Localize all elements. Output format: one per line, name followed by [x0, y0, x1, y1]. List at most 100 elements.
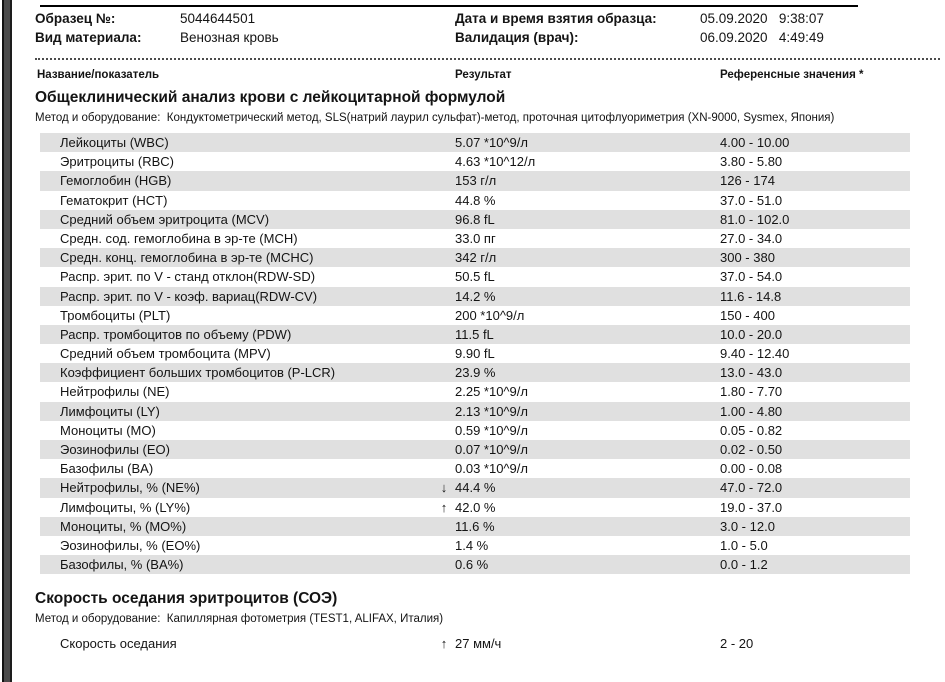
table-row: Тромбоциты (PLT) 200 *10^9/л 150 - 400 [40, 306, 910, 325]
reference-range: 3.0 - 12.0 [720, 518, 775, 534]
abnormal-flag-arrow: ↑ [440, 636, 448, 652]
reference-range: 13.0 - 43.0 [720, 365, 783, 381]
test-result: 0.59 *10^9/л [455, 422, 528, 438]
table-row: Базофилы, % (BA%) 0.6 % 0.0 - 1.2 [40, 555, 910, 575]
validation-label: Валидация (врач): [455, 30, 579, 45]
test-result: 50.5 fL [455, 269, 495, 285]
test-result: 1.4 % [455, 537, 489, 553]
reference-range: 4.00 - 10.00 [720, 135, 790, 150]
table-row: Моноциты (MO) 0.59 *10^9/л 0.05 - 0.82 [40, 421, 910, 440]
test-name: Распр. эрит. по V - станд отклон(RDW-SD) [60, 269, 316, 285]
sample-datetime-value: 05.09.2020 9:38:07 [700, 11, 824, 26]
reference-range: 47.0 - 72.0 [720, 480, 783, 496]
reference-range: 1.00 - 4.80 [720, 403, 783, 419]
reference-range: 19.0 - 37.0 [720, 499, 783, 515]
test-result: 14.2 % [455, 288, 496, 304]
table-row: Нейтрофилы (NE) 2.25 *10^9/л 1.80 - 7.70 [40, 382, 910, 401]
test-result: 2.13 *10^9/л [455, 403, 528, 419]
reference-range: 37.0 - 51.0 [720, 192, 783, 208]
test-result: 342 г/л [455, 250, 497, 266]
test-name: Средний объем эритроцита (MCV) [60, 211, 270, 227]
validation-value: 06.09.2020 4:49:49 [700, 30, 824, 45]
test-result: 200 *10^9/л [455, 307, 525, 323]
sample-datetime-label: Дата и время взятия образца: [455, 11, 657, 26]
method-line: Метод и оборудование: Капиллярная фотоме… [35, 612, 880, 627]
reference-range: 81.0 - 102.0 [720, 211, 790, 227]
reference-range: 0.02 - 0.50 [720, 442, 783, 457]
test-name: Распр. эрит. по V - коэф. вариац(RDW-CV) [60, 288, 318, 304]
report-section: Общеклинический анализ крови с лейкоцита… [0, 89, 945, 575]
method-value: Кондуктометрический метод, SLS(натрий ла… [166, 112, 835, 124]
table-row: Моноциты, % (MO%) 11.6 % 3.0 - 12.0 [40, 516, 910, 536]
test-name: Средн. конц. гемоглобина в эр-те (MCHC) [60, 250, 314, 266]
test-result: 96.8 fL [455, 211, 495, 227]
test-name: Распр. тромбоцитов по объему (PDW) [60, 326, 292, 342]
reference-range: 2 - 20 [720, 636, 754, 652]
test-result: 11.6 % [455, 518, 495, 534]
abnormal-flag-arrow: ↓ [440, 480, 448, 496]
method-value: Капиллярная фотометрия (TEST1, ALIFAX, И… [166, 613, 444, 626]
window-edge-strip [0, 0, 13, 682]
test-name: Лимфоциты (LY) [60, 403, 160, 419]
reference-range: 3.80 - 5.80 [720, 154, 783, 170]
test-result: 0.6 % [455, 557, 489, 573]
sample-number-value: 5044644501 [180, 11, 256, 26]
test-result: 0.07 *10^9/л [455, 442, 528, 457]
dotted-separator [35, 58, 940, 60]
table-row: Эозинофилы (EO) 0.07 *10^9/л 0.02 - 0.50 [40, 440, 910, 460]
test-name: Эритроциты (RBC) [60, 154, 174, 170]
table-row: Средн. конц. гемоглобина в эр-те (MCHC) … [40, 248, 910, 268]
method-line: Метод и оборудование: Кондуктометрически… [35, 111, 880, 126]
test-name: Лимфоциты, % (LY%) [60, 499, 191, 515]
sample-number-label: Образец №: [35, 11, 116, 26]
table-row: Средн. сод. гемоглобина в эр-те (MCH) 33… [40, 229, 910, 248]
test-name: Эозинофилы, % (EO%) [60, 537, 201, 553]
test-result: 0.03 *10^9/л [455, 461, 528, 477]
column-header-result: Результат [455, 69, 512, 81]
reference-range: 11.6 - 14.8 [720, 288, 782, 304]
test-name: Коэффициент больших тромбоцитов (P-LCR) [60, 365, 336, 381]
table-row: Средний объем тромбоцита (MPV) 9.90 fL 9… [40, 344, 910, 363]
table-row: Коэффициент больших тромбоцитов (P-LCR) … [40, 363, 910, 383]
top-horizontal-rule [40, 5, 858, 7]
reference-range: 126 - 174 [720, 173, 775, 189]
material-value: Венозная кровь [180, 30, 279, 45]
test-name: Моноциты, % (MO%) [60, 518, 187, 534]
table-row: Гематокрит (HCT) 44.8 % 37.0 - 51.0 [40, 191, 910, 210]
reference-range: 150 - 400 [720, 307, 775, 323]
test-name: Нейтрофилы, % (NE%) [60, 480, 200, 496]
method-label: Метод и оборудование: [35, 613, 164, 626]
test-name: Нейтрофилы (NE) [60, 384, 170, 400]
table-row: Распр. эрит. по V - станд отклон(RDW-SD)… [40, 267, 910, 286]
section-title: Скорость оседания эритроцитов (СОЭ) [35, 590, 338, 608]
reference-range: 1.80 - 7.70 [720, 384, 783, 400]
table-row: Гемоглобин (HGB) 153 г/л 126 - 174 [40, 171, 910, 191]
test-name: Средний объем тромбоцита (MPV) [60, 346, 271, 362]
method-label: Метод и оборудование: [35, 112, 164, 124]
report-section: Скорость оседания эритроцитов (СОЭ) Мето… [0, 590, 945, 653]
result-rows: Лейкоциты (WBC) 5.07 *10^9/л 4.00 - 10.0… [0, 133, 945, 575]
result-rows: Скорость оседания ↑ 27 мм/ч 2 - 20 [0, 634, 945, 653]
reference-range: 9.40 - 12.40 [720, 346, 790, 362]
test-result: 2.25 *10^9/л [455, 384, 528, 400]
test-name: Гемоглобин (HGB) [60, 173, 172, 189]
material-label: Вид материала: [35, 30, 142, 45]
table-row: Эритроциты (RBC) 4.63 *10^12/л 3.80 - 5.… [40, 152, 910, 171]
test-name: Гематокрит (HCT) [60, 192, 168, 208]
test-result: 9.90 fL [455, 346, 495, 362]
test-name: Средн. сод. гемоглобина в эр-те (MCH) [60, 230, 298, 246]
test-result: 42.0 % [455, 499, 496, 515]
table-row: Эозинофилы, % (EO%) 1.4 % 1.0 - 5.0 [40, 536, 910, 555]
test-name: Лейкоциты (WBC) [60, 135, 169, 150]
abnormal-flag-arrow: ↑ [440, 499, 448, 515]
reference-range: 10.0 - 20.0 [720, 326, 783, 342]
test-result: 153 г/л [455, 173, 497, 189]
test-result: 27 мм/ч [455, 636, 502, 652]
reference-range: 27.0 - 34.0 [720, 230, 783, 246]
reference-range: 0.0 - 1.2 [720, 557, 768, 573]
table-row: Лимфоциты (LY) 2.13 *10^9/л 1.00 - 4.80 [40, 401, 910, 421]
test-result: 11.5 fL [455, 326, 494, 342]
test-name: Базофилы, % (BA%) [60, 557, 184, 573]
reference-range: 1.0 - 5.0 [720, 537, 768, 553]
